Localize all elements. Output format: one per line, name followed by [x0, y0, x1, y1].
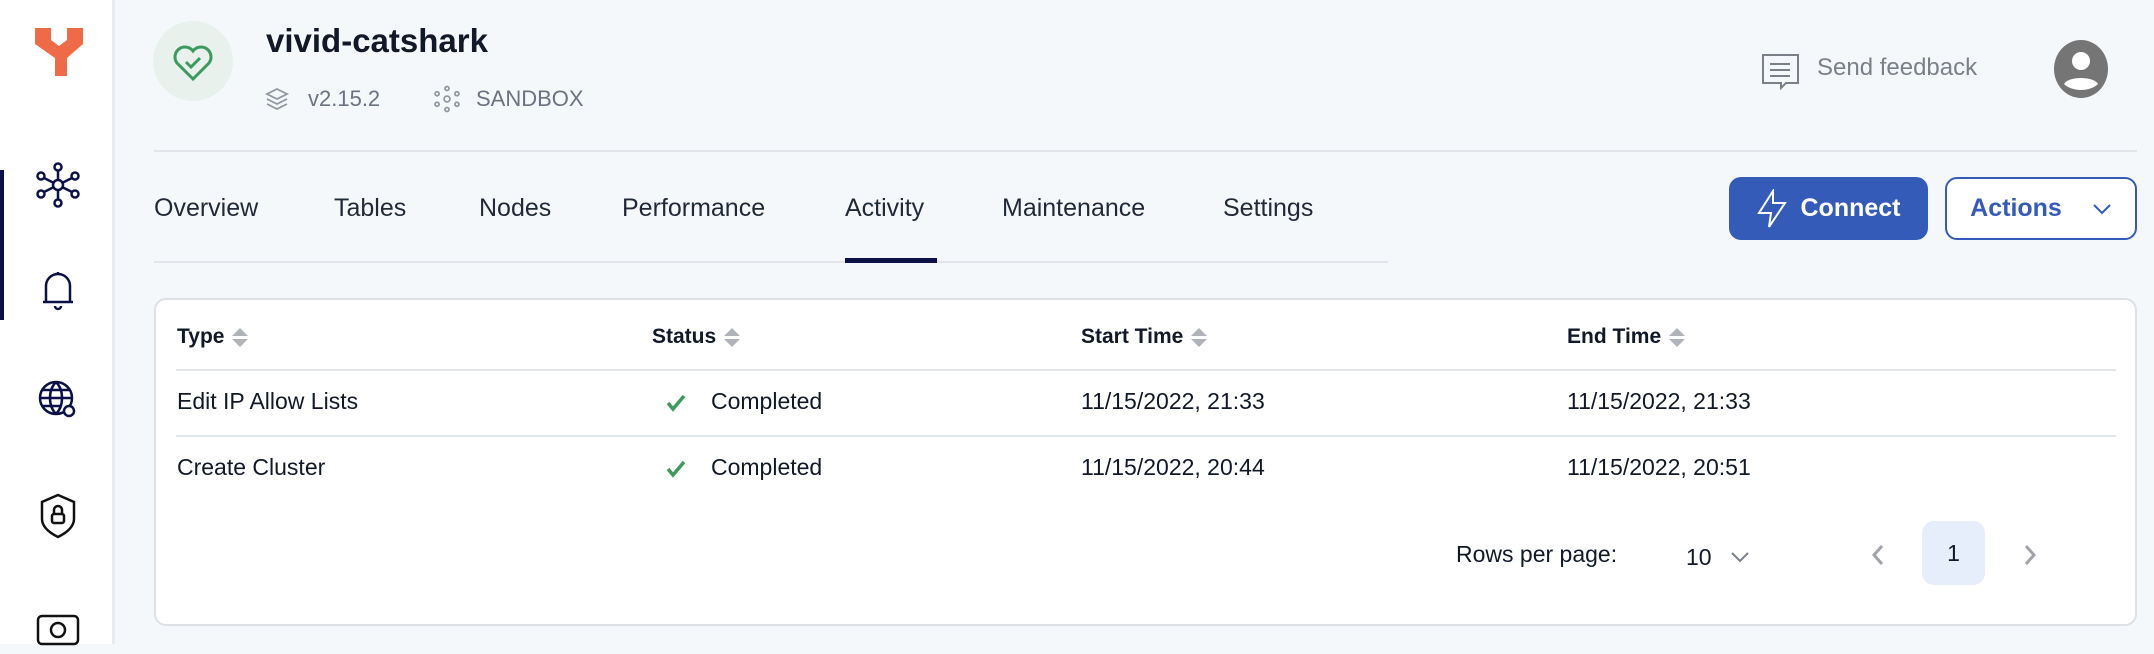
check-icon	[666, 460, 686, 478]
page-1-button[interactable]: 1	[1922, 521, 1985, 585]
type-cell: Create Cluster	[177, 454, 326, 480]
money-icon[interactable]	[34, 606, 82, 654]
check-icon	[666, 394, 686, 412]
sort-icon[interactable]	[724, 327, 741, 347]
bell-icon[interactable]	[34, 266, 82, 314]
tab-maintenance[interactable]: Maintenance	[1002, 194, 1146, 222]
column-label: End Time	[1567, 325, 1662, 348]
rows-per-page-value: 10	[1686, 543, 1712, 570]
avatar[interactable]	[2054, 40, 2108, 98]
version-label: v2.15.2	[308, 86, 381, 111]
tab-activity[interactable]: Activity	[845, 194, 925, 222]
feedback-icon[interactable]	[1760, 52, 1800, 92]
table-row: Edit IP Allow Lists Completed 11/15/2022…	[0, 388, 2154, 418]
actions-label: Actions	[1970, 194, 2062, 222]
sort-icon[interactable]	[1669, 327, 1686, 347]
tier-label: SANDBOX	[476, 86, 584, 111]
actions-dropdown[interactable]: Actions	[1945, 177, 2137, 240]
sort-icon[interactable]	[1191, 327, 1208, 347]
tab-overview[interactable]: Overview	[154, 194, 259, 222]
tab-tables[interactable]: Tables	[334, 194, 407, 222]
health-badge	[153, 21, 233, 101]
send-feedback-link[interactable]: Send feedback	[1817, 54, 1978, 81]
column-header-end-time[interactable]: End Time	[1567, 325, 1686, 349]
activity-table-card	[154, 298, 2137, 626]
rows-per-page-select[interactable]: 10	[1686, 540, 1766, 574]
prev-page-button[interactable]	[1870, 543, 1886, 567]
connect-label: Connect	[1800, 194, 1901, 222]
row-divider	[176, 369, 2116, 371]
chevron-down-icon	[2093, 203, 2111, 214]
header-divider	[154, 150, 2137, 152]
tabs-divider	[154, 261, 1388, 263]
next-page-button[interactable]	[2022, 543, 2038, 567]
column-header-start-time[interactable]: Start Time	[1081, 325, 1208, 349]
column-label: Status	[652, 325, 717, 348]
sidebar	[0, 0, 115, 646]
tab-settings[interactable]: Settings	[1223, 194, 1314, 222]
table-row: Create Cluster Completed 11/15/2022, 20:…	[0, 454, 2154, 484]
start-time-cell: 11/15/2022, 20:44	[1081, 454, 1265, 480]
active-indicator	[0, 170, 4, 320]
column-header-status[interactable]: Status	[652, 325, 741, 349]
sandbox-icon	[434, 85, 460, 113]
end-time-cell: 11/15/2022, 20:51	[1567, 454, 1751, 480]
start-time-cell: 11/15/2022, 21:33	[1081, 388, 1265, 414]
status-cell: Completed	[711, 388, 823, 414]
lightning-icon	[1756, 188, 1787, 228]
cluster-title: vivid-catshark	[266, 22, 488, 59]
column-header-type[interactable]: Type	[177, 325, 249, 349]
row-divider	[176, 435, 2116, 437]
status-cell: Completed	[711, 454, 823, 480]
tab-nodes[interactable]: Nodes	[479, 194, 552, 222]
sort-icon[interactable]	[232, 327, 249, 347]
heart-check-icon	[173, 45, 213, 82]
tab-performance[interactable]: Performance	[622, 194, 766, 222]
shield-lock-icon[interactable]	[34, 491, 82, 539]
end-time-cell: 11/15/2022, 21:33	[1567, 388, 1751, 414]
type-cell: Edit IP Allow Lists	[177, 388, 359, 414]
logo-icon[interactable]	[35, 28, 83, 76]
rows-per-page-label: Rows per page:	[1456, 541, 1618, 567]
column-label: Type	[177, 325, 225, 348]
connect-button[interactable]: Connect	[1729, 177, 1928, 240]
cluster-icon[interactable]	[34, 161, 82, 209]
globe-gear-icon[interactable]	[34, 376, 82, 424]
layers-icon	[264, 87, 290, 111]
active-tab-underline	[845, 258, 937, 263]
column-label: Start Time	[1081, 325, 1184, 348]
chevron-down-icon	[1730, 552, 1749, 563]
